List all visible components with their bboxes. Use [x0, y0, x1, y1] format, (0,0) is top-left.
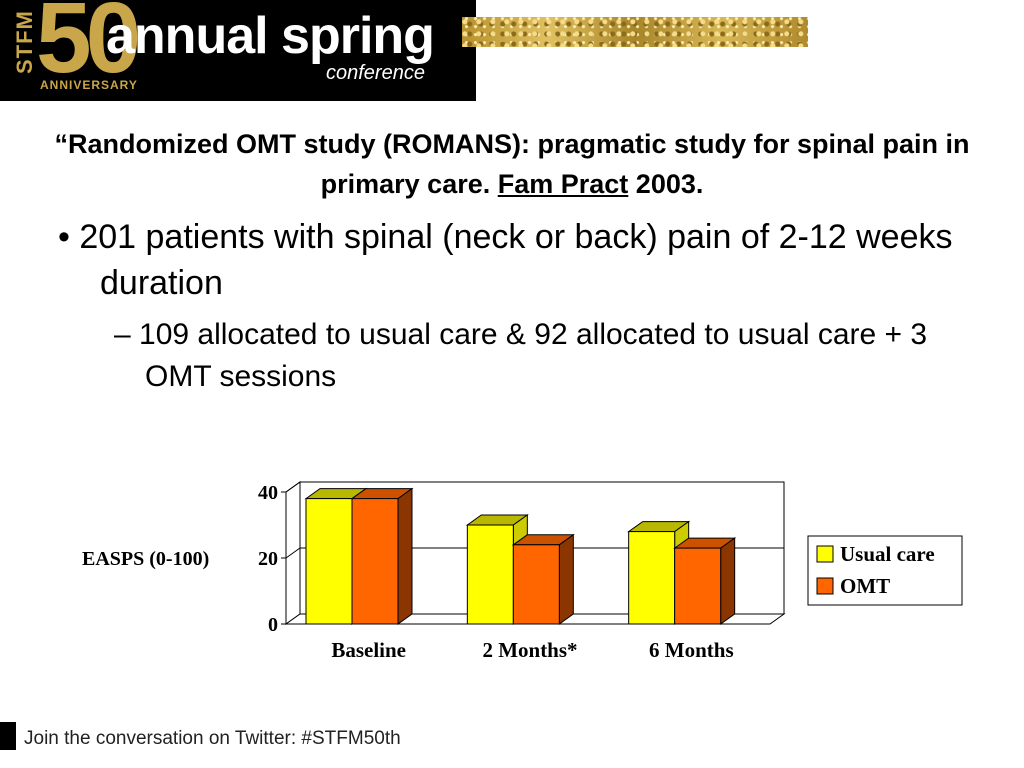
bar — [674, 547, 722, 625]
y-tick-label: 20 — [258, 548, 278, 570]
title-journal: Fam Pract — [497, 169, 629, 199]
x-tick-label: 2 Months* — [482, 638, 577, 662]
y-tick-label: 0 — [268, 614, 278, 636]
title-year: 2003. — [628, 169, 704, 199]
gridline-side — [285, 481, 301, 493]
bar — [466, 524, 514, 625]
title-text: “Randomized OMT study (ROMANS): pragmati… — [54, 129, 970, 199]
sub-bullet-allocation: – 109 allocated to usual care & 92 alloc… — [114, 318, 928, 393]
bar-side — [397, 487, 413, 625]
gold-texture-strip — [462, 17, 808, 47]
legend-label: Usual care — [840, 542, 935, 566]
anniversary-logo-text: ANNIVERSARY — [40, 78, 138, 92]
fifty-logo-text: 50 — [36, 0, 141, 94]
bar — [512, 544, 560, 625]
bar-side — [558, 533, 574, 625]
slide-title: “Randomized OMT study (ROMANS): pragmati… — [40, 124, 984, 204]
annual-spring-logo-text: annual spring — [106, 7, 435, 65]
stfm-logo-text: STFM — [12, 10, 37, 74]
footer-square — [0, 722, 16, 750]
legend-swatch — [816, 577, 834, 595]
conference-logo-text: conference — [326, 62, 425, 84]
footer-twitter-text: Join the conversation on Twitter: #STFM5… — [24, 728, 401, 749]
legend-box — [807, 535, 963, 606]
legend-swatch — [816, 545, 834, 563]
x-tick-label: 6 Months — [649, 638, 734, 662]
conference-banner: STFM 50 ANNIVERSARY annual spring confer… — [0, 0, 476, 101]
gridline-side — [285, 547, 301, 559]
y-axis-label: EASPS (0-100) — [82, 548, 209, 570]
easps-bar-chart: 0 20 40 EASPS (0-100) Baseline 2 Months* 6 Mon… — [82, 481, 963, 662]
bar — [628, 531, 676, 625]
legend-label: OMT — [840, 574, 890, 598]
bar-side — [720, 537, 736, 625]
bar — [351, 498, 399, 625]
bar — [305, 498, 353, 625]
x-tick-label: Baseline — [331, 638, 406, 662]
y-tick-label: 40 — [258, 482, 278, 504]
bullet-patients: • 201 patients with spinal (neck or back… — [58, 218, 953, 302]
